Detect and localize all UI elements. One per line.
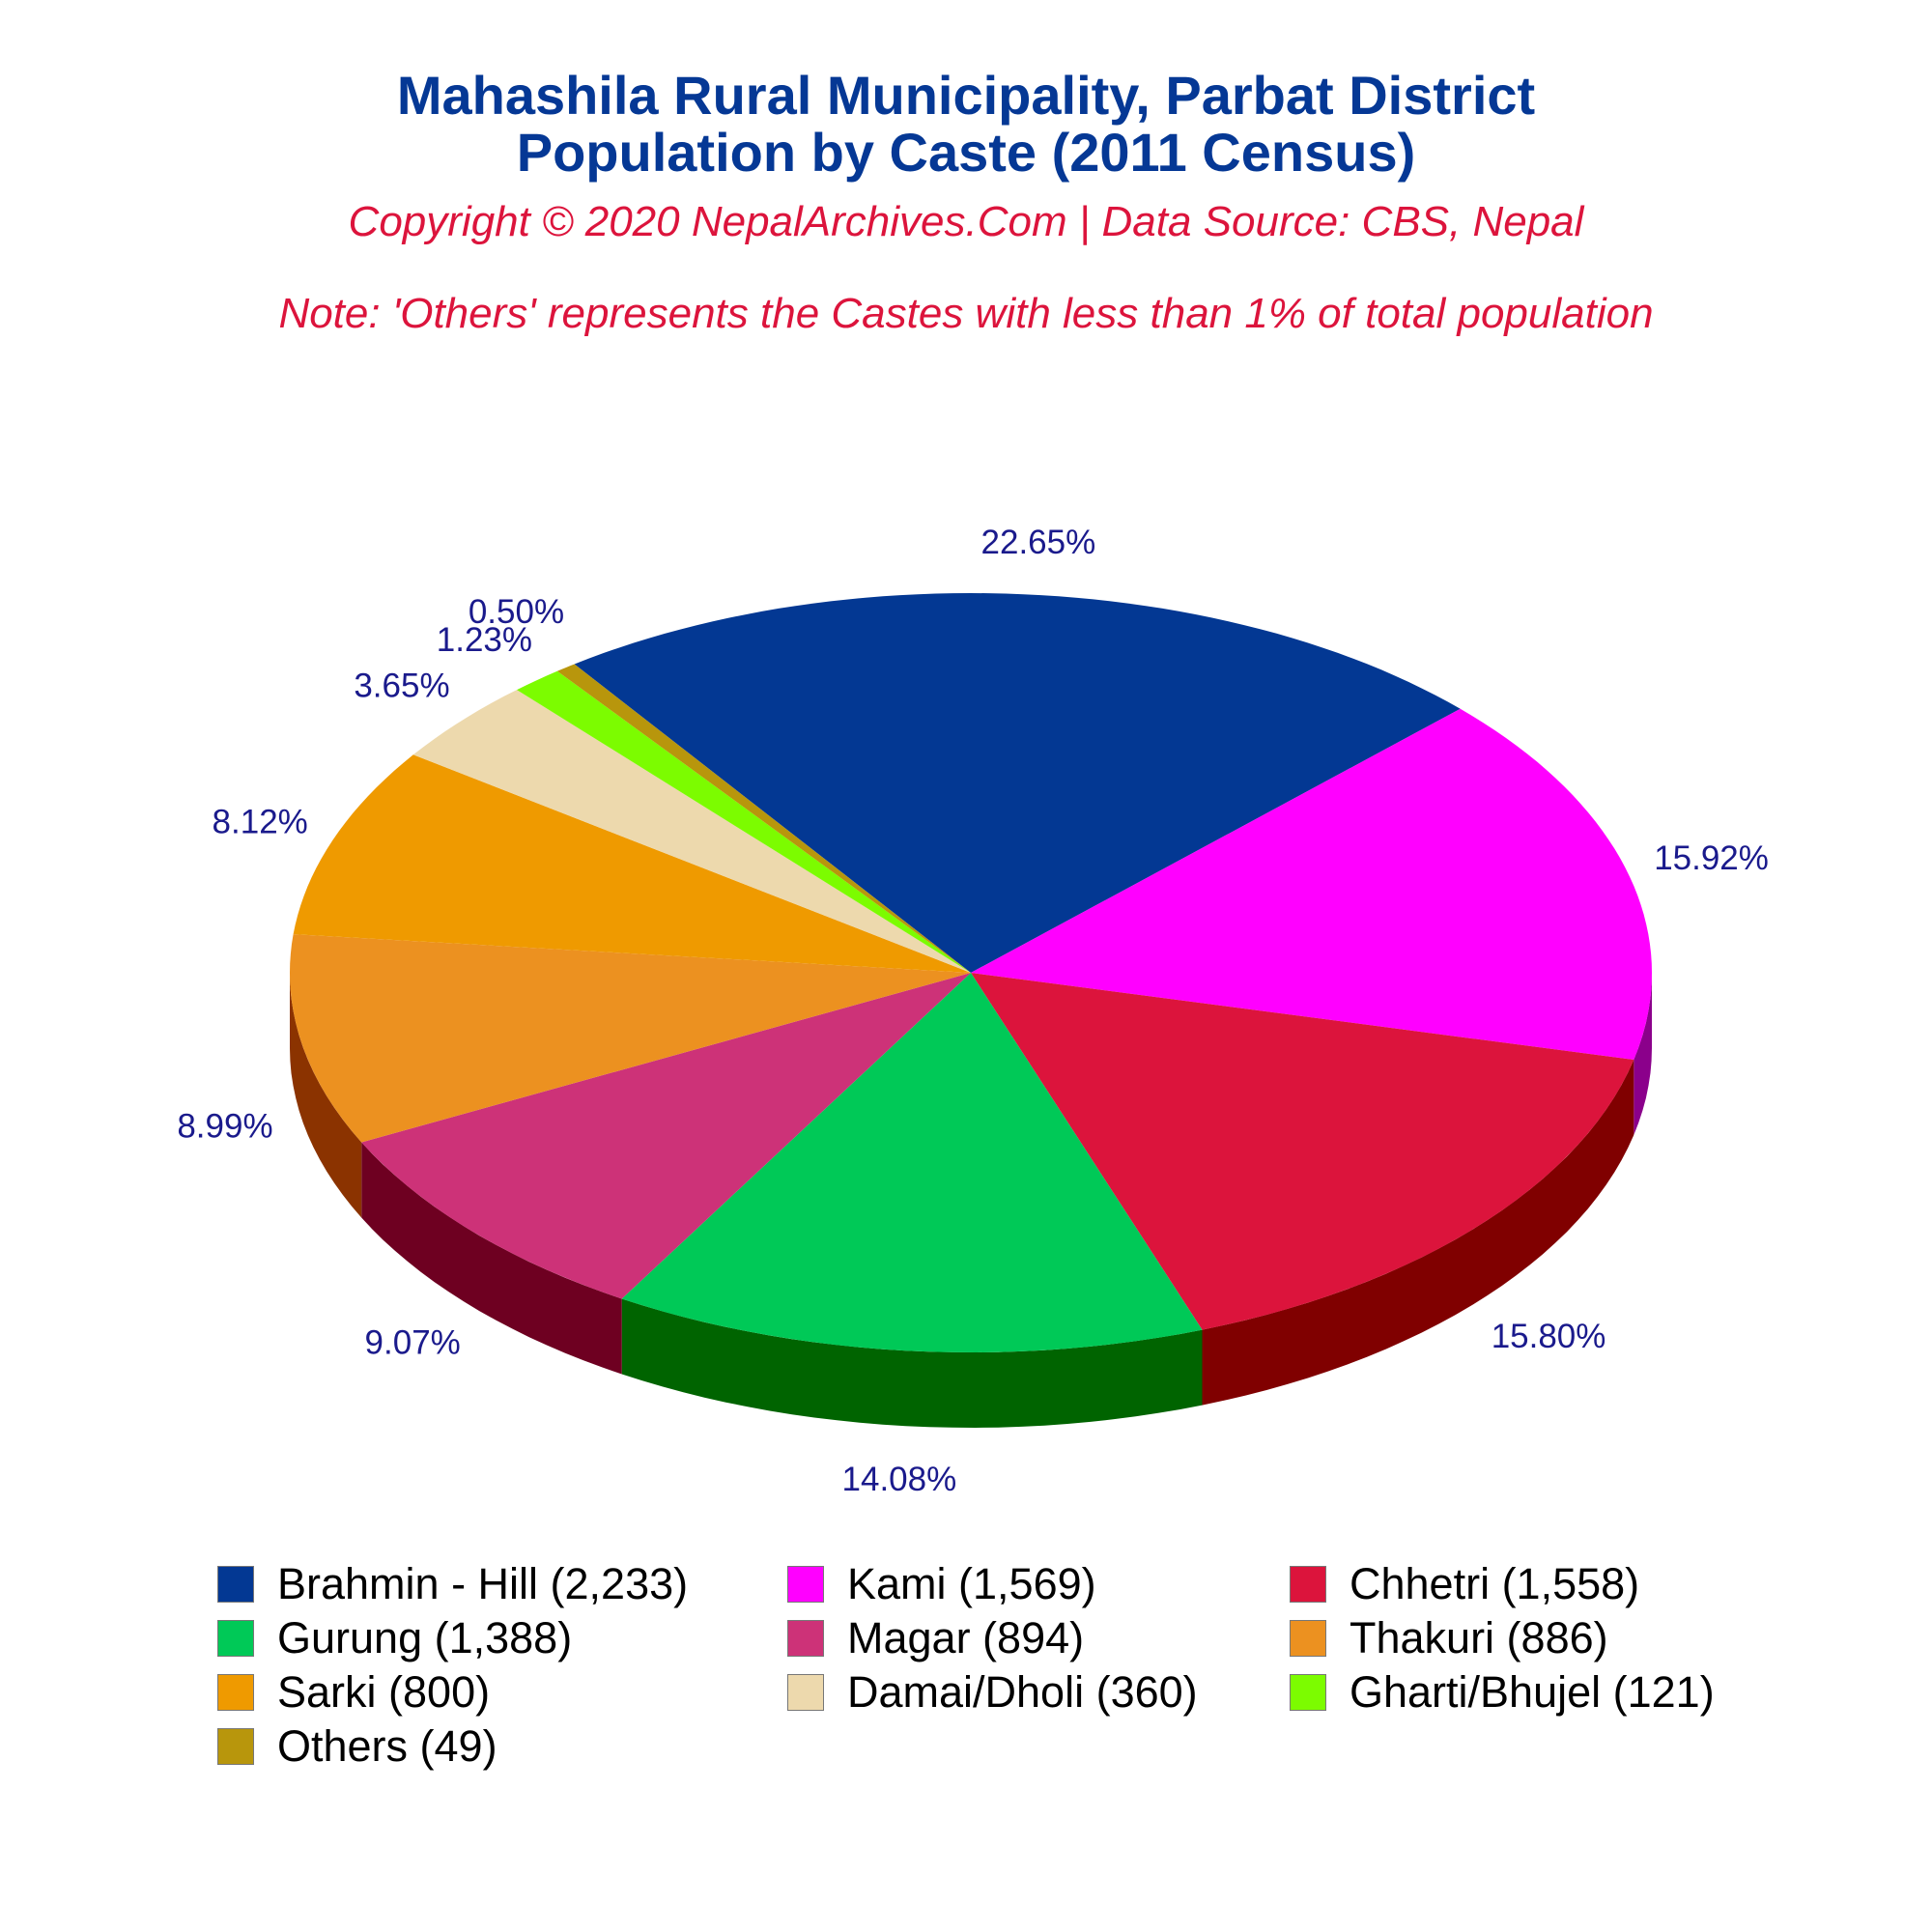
- pie-slice-5: [290, 934, 971, 1143]
- pie-side-walls: [290, 973, 1652, 1428]
- chart-title-line2: Population by Caste (2011 Census): [516, 122, 1416, 183]
- legend-item: Sarki (800): [217, 1665, 490, 1719]
- pie-percent-label: 9.07%: [365, 1324, 461, 1362]
- legend-item: Brahmin - Hill (2,233): [217, 1557, 688, 1611]
- legend-item: Gharti/Bhujel (121): [1290, 1665, 1715, 1719]
- legend-label: Brahmin - Hill (2,233): [277, 1559, 689, 1608]
- legend-label: Others (49): [277, 1721, 497, 1771]
- pie-slice-0: [574, 593, 1461, 973]
- pie-percent-label: 3.65%: [354, 668, 449, 705]
- legend-swatch: [217, 1674, 254, 1711]
- legend-swatch: [787, 1620, 824, 1657]
- legend-label: Gharti/Bhujel (121): [1350, 1667, 1715, 1717]
- legend-label: Chhetri (1,558): [1350, 1559, 1640, 1608]
- legend-swatch: [787, 1566, 824, 1603]
- legend-item: Others (49): [217, 1719, 497, 1774]
- legend-item: Chhetri (1,558): [1290, 1557, 1639, 1611]
- pie-percent-label: 0.50%: [469, 593, 564, 631]
- pie-side-1: [1634, 973, 1652, 1135]
- pie-percent-label: 1.23%: [437, 621, 532, 659]
- legend-label: Thakuri (886): [1350, 1613, 1608, 1662]
- pie-percent-label: 8.99%: [177, 1108, 272, 1146]
- note-subtitle: Note: 'Others' represents the Castes wit…: [278, 290, 1654, 337]
- legend-label: Magar (894): [847, 1613, 1085, 1662]
- legend-item: Thakuri (886): [1290, 1611, 1608, 1665]
- pie-slice-2: [971, 973, 1634, 1330]
- pie-slice-4: [361, 973, 971, 1299]
- legend-label: Gurung (1,388): [277, 1613, 573, 1662]
- pie-percent-label: 15.80%: [1492, 1318, 1606, 1355]
- legend-swatch: [1290, 1674, 1326, 1711]
- pie-slices: [290, 593, 1652, 1352]
- legend-label: Damai/Dholi (360): [847, 1667, 1198, 1717]
- legend-swatch: [1290, 1620, 1326, 1657]
- pie-percent-label: 15.92%: [1654, 839, 1769, 877]
- pie-slice-3: [621, 973, 1203, 1352]
- pie-side-5: [290, 973, 362, 1218]
- legend-item: Magar (894): [787, 1611, 1084, 1665]
- legend-swatch: [217, 1728, 254, 1765]
- pie-percent-label: 14.08%: [842, 1461, 957, 1498]
- pie-slice-7: [412, 690, 971, 973]
- pie-slice-1: [971, 708, 1652, 1060]
- pie-percent-labels: 22.65% 15.92% 15.80% 14.08% 9.07% 8.99% 8.12% 3…: [177, 524, 1769, 1498]
- legend-swatch: [787, 1674, 824, 1711]
- pie-side-2: [1202, 1060, 1634, 1406]
- pie-slice-9: [556, 664, 971, 973]
- legend-item: Gurung (1,388): [217, 1611, 572, 1665]
- pie-side-3: [621, 1298, 1203, 1428]
- legend-item: Kami (1,569): [787, 1557, 1096, 1611]
- copyright-subtitle: Copyright © 2020 NepalArchives.Com | Dat…: [348, 198, 1584, 245]
- legend-label: Sarki (800): [277, 1667, 491, 1717]
- legend-swatch: [217, 1566, 254, 1603]
- pie-slice-6: [293, 754, 972, 973]
- legend-swatch: [217, 1620, 254, 1657]
- legend-item: Damai/Dholi (360): [787, 1665, 1198, 1719]
- legend-swatch: [1290, 1566, 1326, 1603]
- legend-label: Kami (1,569): [847, 1559, 1096, 1608]
- pie-percent-label: 8.12%: [213, 804, 308, 841]
- pie-percent-label: 22.65%: [981, 524, 1096, 561]
- chart-title-line1: Mahashila Rural Municipality, Parbat Dis…: [396, 65, 1536, 126]
- pie-slice-8: [517, 670, 971, 973]
- pie-side-4: [361, 1142, 622, 1375]
